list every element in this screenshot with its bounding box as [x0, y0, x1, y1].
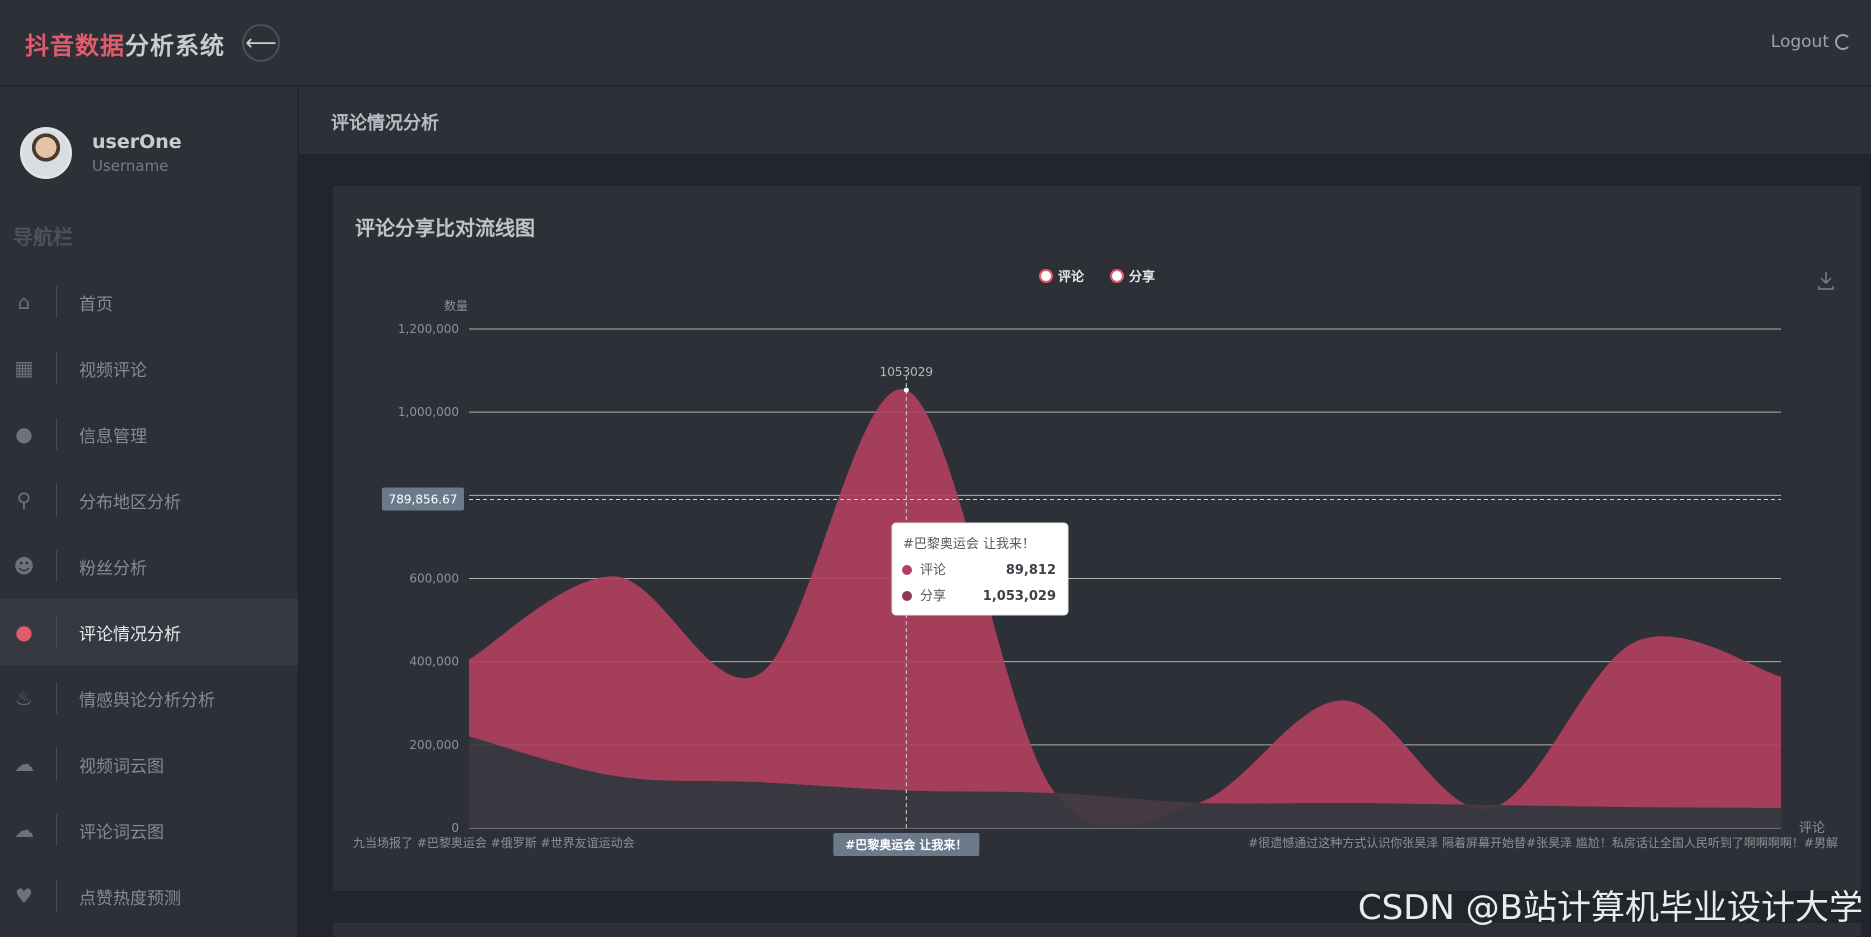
users-icon: ☻ [13, 554, 35, 578]
nav-separator [56, 748, 57, 780]
logout-icon [1835, 34, 1851, 50]
y-tick-label: 600,000 [409, 572, 459, 586]
home-icon: ⌂ [17, 290, 31, 314]
brand-highlight: 抖音数据 [25, 32, 125, 60]
x-axis-label: 评论 [1799, 821, 1825, 836]
tooltip-series-value: 1,053,029 [983, 589, 1056, 604]
average-badge [382, 487, 464, 511]
panel-title: 评论分享比对流线图 [355, 216, 535, 240]
tooltip-title: #巴黎奥运会 让我来！ [903, 537, 1035, 552]
sidebar-toggle-button[interactable]: ⟵ [242, 24, 280, 62]
avatar[interactable] [20, 127, 72, 179]
nav-separator [56, 352, 57, 384]
x-tick-label-right: #很遗憾通过这种方式认识你张昊泽 隔着屏幕开始替#张昊泽 尴尬！私房话让全国人民… [1248, 835, 1838, 850]
nav-separator [56, 682, 57, 714]
comment-area [469, 736, 1781, 828]
nav-separator [56, 880, 57, 912]
sidebar-item-4[interactable]: ☻ 粉丝分析 [0, 533, 298, 599]
user-profile: userOne Username [20, 127, 182, 179]
average-label: 789,856.67 [389, 493, 458, 507]
sidebar-item-label: 粉丝分析 [79, 558, 147, 579]
top-bar: 抖音数据分析系统 ⟵ Logout [0, 0, 1871, 86]
legend-item: 分享 [1129, 269, 1155, 285]
streamline-chart[interactable]: 0 200,000 400,000 600,000 1,000,000 1,200,000… [333, 186, 1861, 891]
y-tick-label: 400,000 [409, 655, 459, 669]
axis-pointer-badge [833, 833, 980, 856]
nav-title: 导航栏 [13, 225, 73, 249]
tooltip-box [891, 522, 1069, 616]
nav-separator [56, 550, 57, 582]
content-header: 评论情况分析 [299, 87, 1871, 154]
fire-icon: ♨ [15, 686, 33, 710]
sidebar-item-label: 视频词云图 [79, 756, 164, 777]
sidebar-item-label: 评论情况分析 [79, 624, 181, 645]
sidebar-item-7[interactable]: ☁ 视频词云图 [0, 731, 298, 797]
chart-panel: 评论分享比对流线图 0 200,000 400,000 600,000 1,000,00… [333, 186, 1861, 891]
share-area [469, 389, 1781, 829]
brand-logo[interactable]: 抖音数据分析系统 [25, 26, 225, 61]
sidebar-item-label: 信息管理 [79, 426, 147, 447]
logout-button[interactable]: Logout [1771, 32, 1851, 52]
y-tick-label: 0 [451, 821, 459, 835]
sidebar-item-3[interactable]: ⚲ 分布地区分析 [0, 467, 298, 533]
cloud-download-icon: ☁ [14, 752, 34, 776]
sidebar: userOne Username 导航栏 ⌂ 首页 ▦ 视频评论 ● 信息管理 ⚲ 分布地区分… [0, 87, 298, 937]
nav-separator [56, 286, 57, 318]
nav-separator [56, 814, 57, 846]
sidebar-item-label: 分布地区分析 [79, 492, 181, 513]
sidebar-item-9[interactable]: ♥ 点赞热度预测 [0, 863, 298, 929]
second-panel [333, 923, 1861, 937]
user-icon: ● [15, 422, 33, 446]
sidebar-item-label: 情感舆论分析分析 [79, 690, 215, 711]
nav-separator [56, 418, 57, 450]
sidebar-item-label: 点赞热度预测 [79, 888, 181, 909]
map-pin-icon: ⚲ [16, 488, 32, 512]
tooltip-series-value: 89,812 [1006, 563, 1056, 578]
sidebar-item-0[interactable]: ⌂ 首页 [0, 269, 298, 335]
legend-marker [1110, 269, 1124, 283]
peak-point [903, 387, 909, 393]
sidebar-item-2[interactable]: ● 信息管理 [0, 401, 298, 467]
peak-label: 1053029 [880, 365, 933, 379]
grid-icon: ▦ [14, 356, 34, 380]
tooltip-series-name: 分享 [920, 588, 946, 604]
sidebar-item-label: 首页 [79, 294, 113, 315]
comment-icon: ● [15, 620, 33, 644]
y-axis-label: 数量 [444, 298, 468, 313]
y-tick-label: 1,000,000 [398, 405, 459, 419]
brand-rest: 分析系统 [125, 32, 225, 60]
axis-pointer-label: #巴黎奥运会 让我来！ [845, 837, 967, 852]
download-icon[interactable] [1818, 272, 1834, 290]
watermark: CSDN @B站计算机毕业设计大学 [1357, 888, 1863, 928]
page-title: 评论情况分析 [331, 113, 439, 134]
x-tick-label-left: 九当场报了 #巴黎奥运会 #俄罗斯 #世界友谊运动会 [353, 835, 635, 850]
nav-separator [56, 616, 57, 648]
cloud-upload-icon: ☁ [14, 818, 34, 842]
legend-item: 评论 [1058, 269, 1085, 285]
tooltip-marker [902, 565, 912, 575]
sidebar-item-6[interactable]: ♨ 情感舆论分析分析 [0, 665, 298, 731]
heart-icon: ♥ [15, 884, 33, 908]
sidebar-item-5[interactable]: ● 评论情况分析 [0, 599, 298, 665]
arrow-left-icon: ⟵ [245, 30, 277, 56]
nav-menu: ⌂ 首页 ▦ 视频评论 ● 信息管理 ⚲ 分布地区分析 ☻ 粉丝分析 ● 评论情况分析 ♨ 情感舆论分析分… [0, 269, 298, 929]
legend-marker [1039, 269, 1053, 283]
sidebar-item-8[interactable]: ☁ 评论词云图 [0, 797, 298, 863]
y-tick-label: 1,200,000 [398, 322, 459, 336]
sidebar-item-label: 评论词云图 [79, 822, 164, 843]
user-role: Username [92, 157, 169, 175]
user-name: userOne [92, 131, 182, 153]
tooltip-series-name: 评论 [920, 563, 946, 578]
sidebar-item-label: 视频评论 [79, 360, 147, 381]
tooltip-marker [902, 591, 912, 601]
sidebar-item-1[interactable]: ▦ 视频评论 [0, 335, 298, 401]
logout-label: Logout [1770, 32, 1829, 52]
nav-separator [56, 484, 57, 516]
y-tick-label: 200,000 [409, 738, 459, 752]
